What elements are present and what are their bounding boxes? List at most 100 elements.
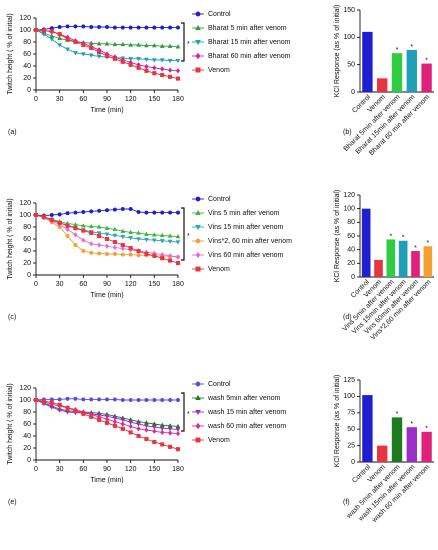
significance-label: * [402, 235, 405, 242]
data-point [104, 397, 110, 402]
data-point [120, 206, 125, 212]
data-point [57, 408, 63, 413]
data-point [73, 396, 78, 401]
y-tick-label: 50 [347, 62, 355, 69]
data-point [73, 242, 78, 248]
data-point [128, 236, 134, 241]
bar [398, 240, 408, 277]
data-point [151, 232, 157, 237]
data-point [151, 58, 157, 63]
x-tick-label: 180 [172, 96, 184, 103]
bracket [181, 207, 185, 261]
data-point [81, 397, 86, 402]
y-tick-label: 120 [343, 192, 355, 199]
data-point [49, 400, 54, 405]
data-point [104, 208, 110, 213]
y-tick-label: 0 [27, 87, 31, 94]
data-point [57, 32, 62, 37]
bar [391, 53, 403, 92]
x-tick-label: 90 [103, 96, 111, 103]
legend-label: Venom [208, 266, 230, 273]
y-tick-label: 100 [19, 397, 31, 404]
legend-marker [195, 266, 201, 272]
data-point [89, 414, 94, 419]
bracket-label: * [187, 41, 190, 48]
legend-marker [195, 437, 201, 443]
data-point [144, 63, 149, 70]
data-point [33, 212, 39, 218]
legend-marker [195, 394, 201, 401]
x-tick-label: 150 [148, 466, 160, 473]
panel-label: (e) [8, 499, 17, 506]
data-point [96, 54, 102, 60]
y-tick-label: 0 [27, 272, 31, 279]
legend-marker [195, 381, 201, 387]
legend-label: wash 5min after venom [207, 395, 281, 402]
data-point [152, 210, 157, 215]
data-point [104, 420, 110, 425]
y-tick-label: 100 [343, 206, 355, 213]
data-point [160, 397, 165, 403]
data-point [73, 408, 78, 413]
y-tick-label: 120 [19, 15, 31, 22]
data-point [112, 418, 118, 425]
data-point [175, 397, 181, 403]
data-point [175, 427, 181, 433]
data-point [152, 71, 157, 76]
y-tick-label: 20 [347, 260, 355, 267]
data-point [136, 433, 141, 439]
y-tick-label: 100 [343, 34, 355, 41]
data-point [112, 251, 117, 257]
legend-label: Control [208, 196, 231, 203]
data-point [144, 251, 149, 257]
x-tick-label: 90 [103, 281, 111, 288]
bar [377, 78, 388, 92]
y-tick-label: 0 [27, 457, 31, 464]
y-tick-label: 80 [23, 39, 31, 46]
legend-label: Venom [208, 67, 230, 74]
data-point [136, 237, 141, 242]
bracket-label: * [187, 411, 190, 418]
data-point [136, 422, 141, 427]
data-point [57, 43, 63, 48]
data-point [160, 442, 165, 447]
data-point [136, 248, 141, 254]
y-tick-label: 20 [23, 260, 31, 267]
data-point [175, 68, 181, 74]
data-point [112, 207, 117, 212]
data-point [97, 233, 102, 239]
x-tick-label: 60 [79, 281, 87, 288]
x-tick-label: 30 [56, 281, 64, 288]
data-point [120, 421, 125, 427]
data-point [88, 53, 94, 58]
data-point [57, 212, 62, 217]
bar [406, 49, 417, 92]
y-tick-label: 120 [19, 200, 31, 207]
x-tick-label: 60 [79, 96, 87, 103]
y-tick-label: 25 [347, 442, 355, 449]
x-tick-label: 60 [79, 466, 87, 473]
data-point [120, 59, 125, 64]
data-point [112, 41, 118, 47]
data-point [168, 444, 173, 449]
data-point [49, 212, 54, 218]
y-tick-label: 80 [23, 409, 31, 416]
bar [391, 417, 403, 462]
data-point [120, 242, 125, 248]
y-tick-label: 60 [23, 51, 31, 58]
data-point [73, 210, 78, 215]
data-point [167, 233, 173, 238]
panel-label: (a) [8, 129, 17, 136]
data-point [104, 232, 110, 237]
significance-label: * [414, 245, 417, 252]
data-point [112, 25, 117, 30]
data-point [81, 411, 86, 416]
data-point [81, 209, 86, 215]
data-point [41, 214, 46, 219]
data-point [33, 397, 39, 403]
data-point [160, 256, 165, 261]
legend-label: Vins 60 min after venom [208, 252, 284, 259]
series-line [35, 29, 179, 72]
significance-label: * [410, 421, 413, 428]
